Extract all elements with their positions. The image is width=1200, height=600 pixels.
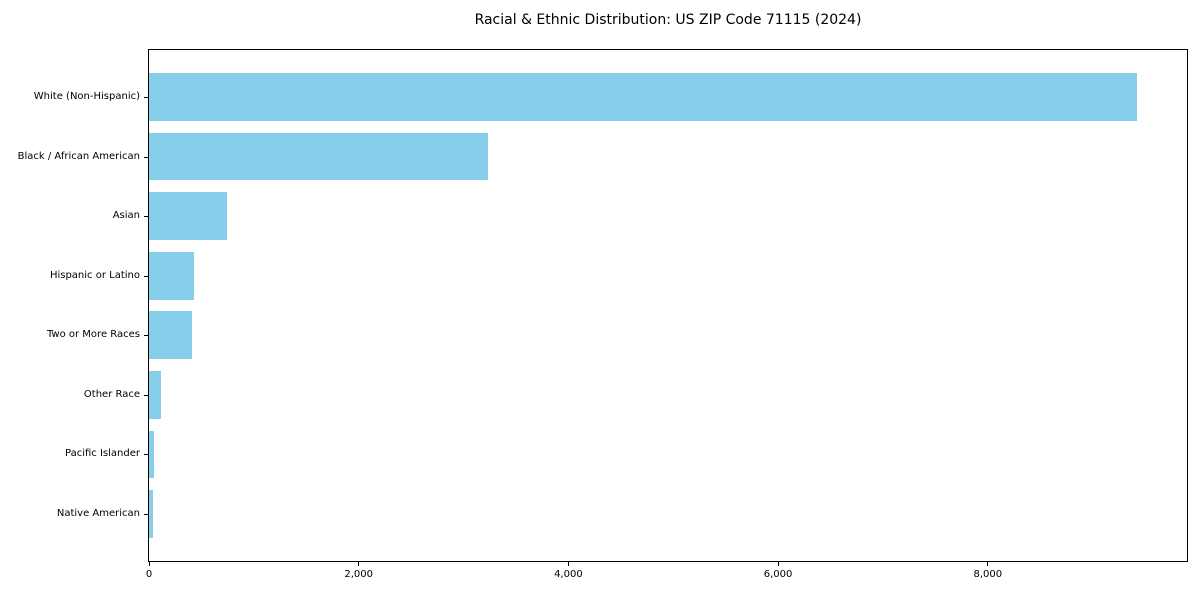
bar [149, 132, 488, 181]
y-tick-mark [144, 513, 148, 515]
bar [149, 251, 195, 300]
bar [149, 73, 1137, 121]
bar [149, 371, 162, 419]
x-tick-label: 2,000 [344, 569, 373, 580]
x-tick-label: 6,000 [763, 569, 793, 580]
x-tick-label: 0 [145, 569, 153, 580]
y-tick-mark [144, 97, 148, 99]
x-tick-label: 8,000 [973, 569, 1003, 580]
y-tick-mark [144, 275, 148, 277]
bar [149, 192, 227, 240]
y-tick-mark [144, 394, 148, 396]
y-tick-label: Hispanic or Latino [49, 269, 140, 281]
chart-title: Racial & Ethnic Distribution: US ZIP Cod… [474, 12, 862, 28]
y-tick-label: Two or More Races [46, 329, 140, 341]
x-tick-mark [568, 562, 569, 566]
bar [149, 490, 153, 538]
y-tick-label: White (Non-Hispanic) [33, 91, 140, 103]
x-tick-mark [778, 562, 779, 566]
y-tick-mark [144, 156, 148, 158]
bar [149, 430, 154, 479]
y-tick-label: Pacific Islander [65, 448, 140, 460]
y-tick-label: Other Race [83, 388, 140, 400]
x-tick-label: 4,000 [554, 569, 583, 580]
bar [149, 311, 193, 360]
y-tick-label: Native American [56, 507, 140, 519]
y-tick-mark [144, 335, 148, 337]
x-tick-mark [987, 562, 988, 566]
plot-area [148, 49, 1188, 562]
x-tick-mark [149, 562, 150, 566]
y-tick-label: Black / African American [17, 150, 140, 162]
y-tick-mark [144, 454, 148, 456]
x-tick-mark [358, 562, 359, 566]
y-tick-mark [144, 216, 148, 218]
y-tick-label: Asian [112, 210, 140, 222]
